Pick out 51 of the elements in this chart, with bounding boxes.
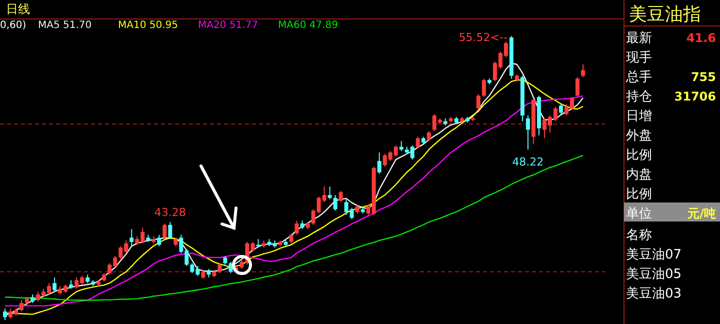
- candlestick: [338, 190, 343, 203]
- category-label: 最新: [626, 31, 652, 46]
- category-label: 持仓: [626, 90, 652, 104]
- candlestick: [377, 152, 382, 174]
- text: 41.6: [686, 31, 716, 45]
- text: 元/吨: [688, 206, 716, 220]
- category-label: 日增: [626, 109, 652, 124]
- category-label: 现手: [626, 50, 652, 66]
- candlestick: [168, 222, 172, 240]
- text: 755: [690, 70, 716, 84]
- chart-subtitle: 0,60): [0, 20, 26, 31]
- category-label: 单位: [626, 206, 652, 222]
- candlestick: [20, 300, 24, 312]
- candlestick: [482, 78, 486, 98]
- candlestick: [328, 186, 332, 200]
- category-label: 美豆油07: [626, 246, 682, 262]
- text: MA5 51.70: [38, 20, 92, 31]
- text: 31706: [674, 90, 716, 104]
- category-label: 总手: [625, 70, 652, 85]
- candlestick: [575, 76, 580, 98]
- text: MA20 51.77: [198, 20, 258, 31]
- candlestick: [426, 130, 431, 142]
- text: 美豆油指: [629, 4, 701, 25]
- candlestick: [294, 220, 299, 236]
- category-label: 比例: [626, 187, 652, 202]
- candlestick: [162, 222, 167, 240]
- chart-title: 日线: [6, 2, 30, 16]
- text: MA60 47.89: [278, 20, 338, 31]
- category-label: 美豆油05: [626, 266, 682, 282]
- annotation: 48.22: [512, 156, 544, 169]
- candlestick: [558, 104, 563, 115]
- candlestick: [476, 94, 480, 110]
- candlestick: [289, 232, 294, 244]
- candlestick: [526, 115, 530, 150]
- category-label: 外盘: [626, 128, 652, 144]
- category-label: 美豆油03: [626, 286, 682, 302]
- candlestick: [416, 136, 420, 149]
- candlestick: [3, 308, 7, 320]
- candlestick: [581, 64, 585, 78]
- candlestick: [52, 276, 57, 292]
- candlestick: [157, 234, 162, 247]
- candlestick: [333, 194, 338, 212]
- category-label: 内盘: [626, 168, 652, 182]
- candlestick: [130, 228, 134, 247]
- annotation: 55.52<--: [458, 31, 508, 44]
- candlestick: [228, 261, 233, 274]
- annotation: 43.28: [154, 206, 186, 220]
- category-label: 名称: [626, 228, 652, 243]
- candlestick: [218, 262, 222, 274]
- category-label: 比例: [626, 148, 652, 163]
- text: MA10 50.95: [118, 20, 178, 31]
